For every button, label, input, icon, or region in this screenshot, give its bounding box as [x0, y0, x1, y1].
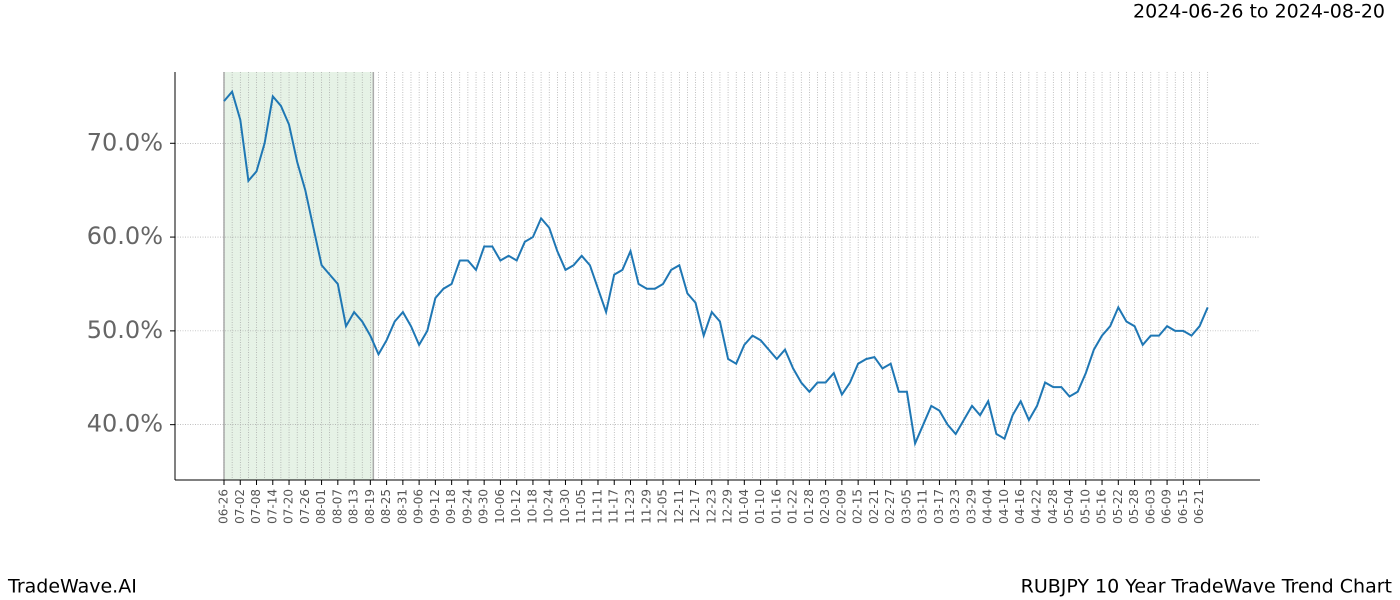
- y-tick-label: 60.0%: [87, 222, 163, 250]
- x-tick-label: 09-18: [444, 489, 458, 524]
- x-tick-label: 03-29: [964, 489, 978, 524]
- x-tick-label: 04-10: [997, 489, 1011, 524]
- x-tick-label: 01-16: [769, 489, 783, 524]
- brand: TradeWave.AI: [7, 576, 137, 598]
- x-tick-label: 10-30: [558, 489, 572, 524]
- x-tick-label: 03-23: [948, 489, 962, 524]
- x-tick-label: 05-16: [1095, 489, 1109, 524]
- x-tick-label: 09-24: [460, 489, 474, 524]
- x-tick-label: 11-29: [639, 489, 653, 524]
- x-tick-label: 08-19: [363, 489, 377, 524]
- y-tick-label: 40.0%: [87, 410, 163, 438]
- x-tick-label: 07-14: [265, 489, 279, 524]
- x-tick-label: 08-07: [330, 489, 344, 524]
- x-tick-label: 11-05: [574, 489, 588, 524]
- x-tick-label: 07-02: [233, 489, 247, 524]
- x-tick-label: 06-26: [217, 489, 231, 524]
- x-tick-label: 05-28: [1127, 489, 1141, 524]
- x-tick-label: 12-23: [704, 489, 718, 524]
- x-tick-label: 01-28: [802, 489, 816, 524]
- x-tick-label: 01-10: [753, 489, 767, 524]
- x-tick-label: 07-20: [282, 489, 296, 524]
- x-tick-label: 02-09: [834, 489, 848, 524]
- x-tick-label: 06-03: [1143, 489, 1157, 524]
- x-tick-label: 10-06: [493, 489, 507, 524]
- x-tick-label: 01-04: [737, 489, 751, 524]
- x-tick-label: 12-29: [721, 489, 735, 524]
- x-tick-label: 12-11: [672, 489, 686, 524]
- x-tick-label: 02-27: [883, 489, 897, 524]
- x-tick-label: 11-17: [607, 489, 621, 524]
- x-tick-label: 05-22: [1111, 489, 1125, 524]
- x-tick-label: 03-17: [932, 489, 946, 524]
- x-tick-label: 04-22: [1030, 489, 1044, 524]
- chart-title: RUBJPY 10 Year TradeWave Trend Chart: [1021, 576, 1392, 598]
- x-tick-label: 03-05: [899, 489, 913, 524]
- x-tick-label: 09-12: [428, 489, 442, 524]
- x-tick-label: 11-23: [623, 489, 637, 524]
- x-tick-label: 02-15: [851, 489, 865, 524]
- x-tick-label: 03-11: [916, 489, 930, 524]
- x-tick-label: 02-21: [867, 489, 881, 524]
- x-tick-label: 08-31: [395, 489, 409, 524]
- x-tick-label: 08-01: [314, 489, 328, 524]
- x-tick-label: 12-05: [656, 489, 670, 524]
- x-tick-label: 07-08: [249, 489, 263, 524]
- highlight-region: [224, 72, 374, 480]
- x-tick-label: 06-21: [1192, 489, 1206, 524]
- y-tick-label: 50.0%: [87, 316, 163, 344]
- x-tick-label: 10-24: [542, 489, 556, 524]
- y-tick-label: 70.0%: [87, 128, 163, 156]
- x-tick-label: 08-25: [379, 489, 393, 524]
- x-tick-label: 04-04: [981, 489, 995, 524]
- x-tick-label: 02-03: [818, 489, 832, 524]
- chart-subtitle: 2024-06-26 to 2024-08-20: [1133, 1, 1385, 23]
- x-tick-label: 11-11: [590, 489, 604, 524]
- series-line: [223, 89, 1209, 447]
- x-tick-label: 05-04: [1062, 489, 1076, 524]
- x-tick-label: 01-22: [786, 489, 800, 524]
- x-tick-label: 06-09: [1160, 489, 1174, 524]
- x-tick-label: 07-26: [298, 489, 312, 524]
- x-tick-label: 12-17: [688, 489, 702, 524]
- x-tick-label: 04-16: [1013, 489, 1027, 524]
- x-tick-label: 04-28: [1046, 489, 1060, 524]
- x-tick-label: 08-13: [347, 489, 361, 524]
- x-tick-label: 09-06: [412, 489, 426, 524]
- x-tick-label: 10-12: [509, 489, 523, 524]
- x-tick-label: 09-30: [477, 489, 491, 524]
- x-tick-label: 06-15: [1176, 489, 1190, 524]
- x-tick-label: 10-18: [525, 489, 539, 524]
- x-tick-label: 05-10: [1078, 489, 1092, 524]
